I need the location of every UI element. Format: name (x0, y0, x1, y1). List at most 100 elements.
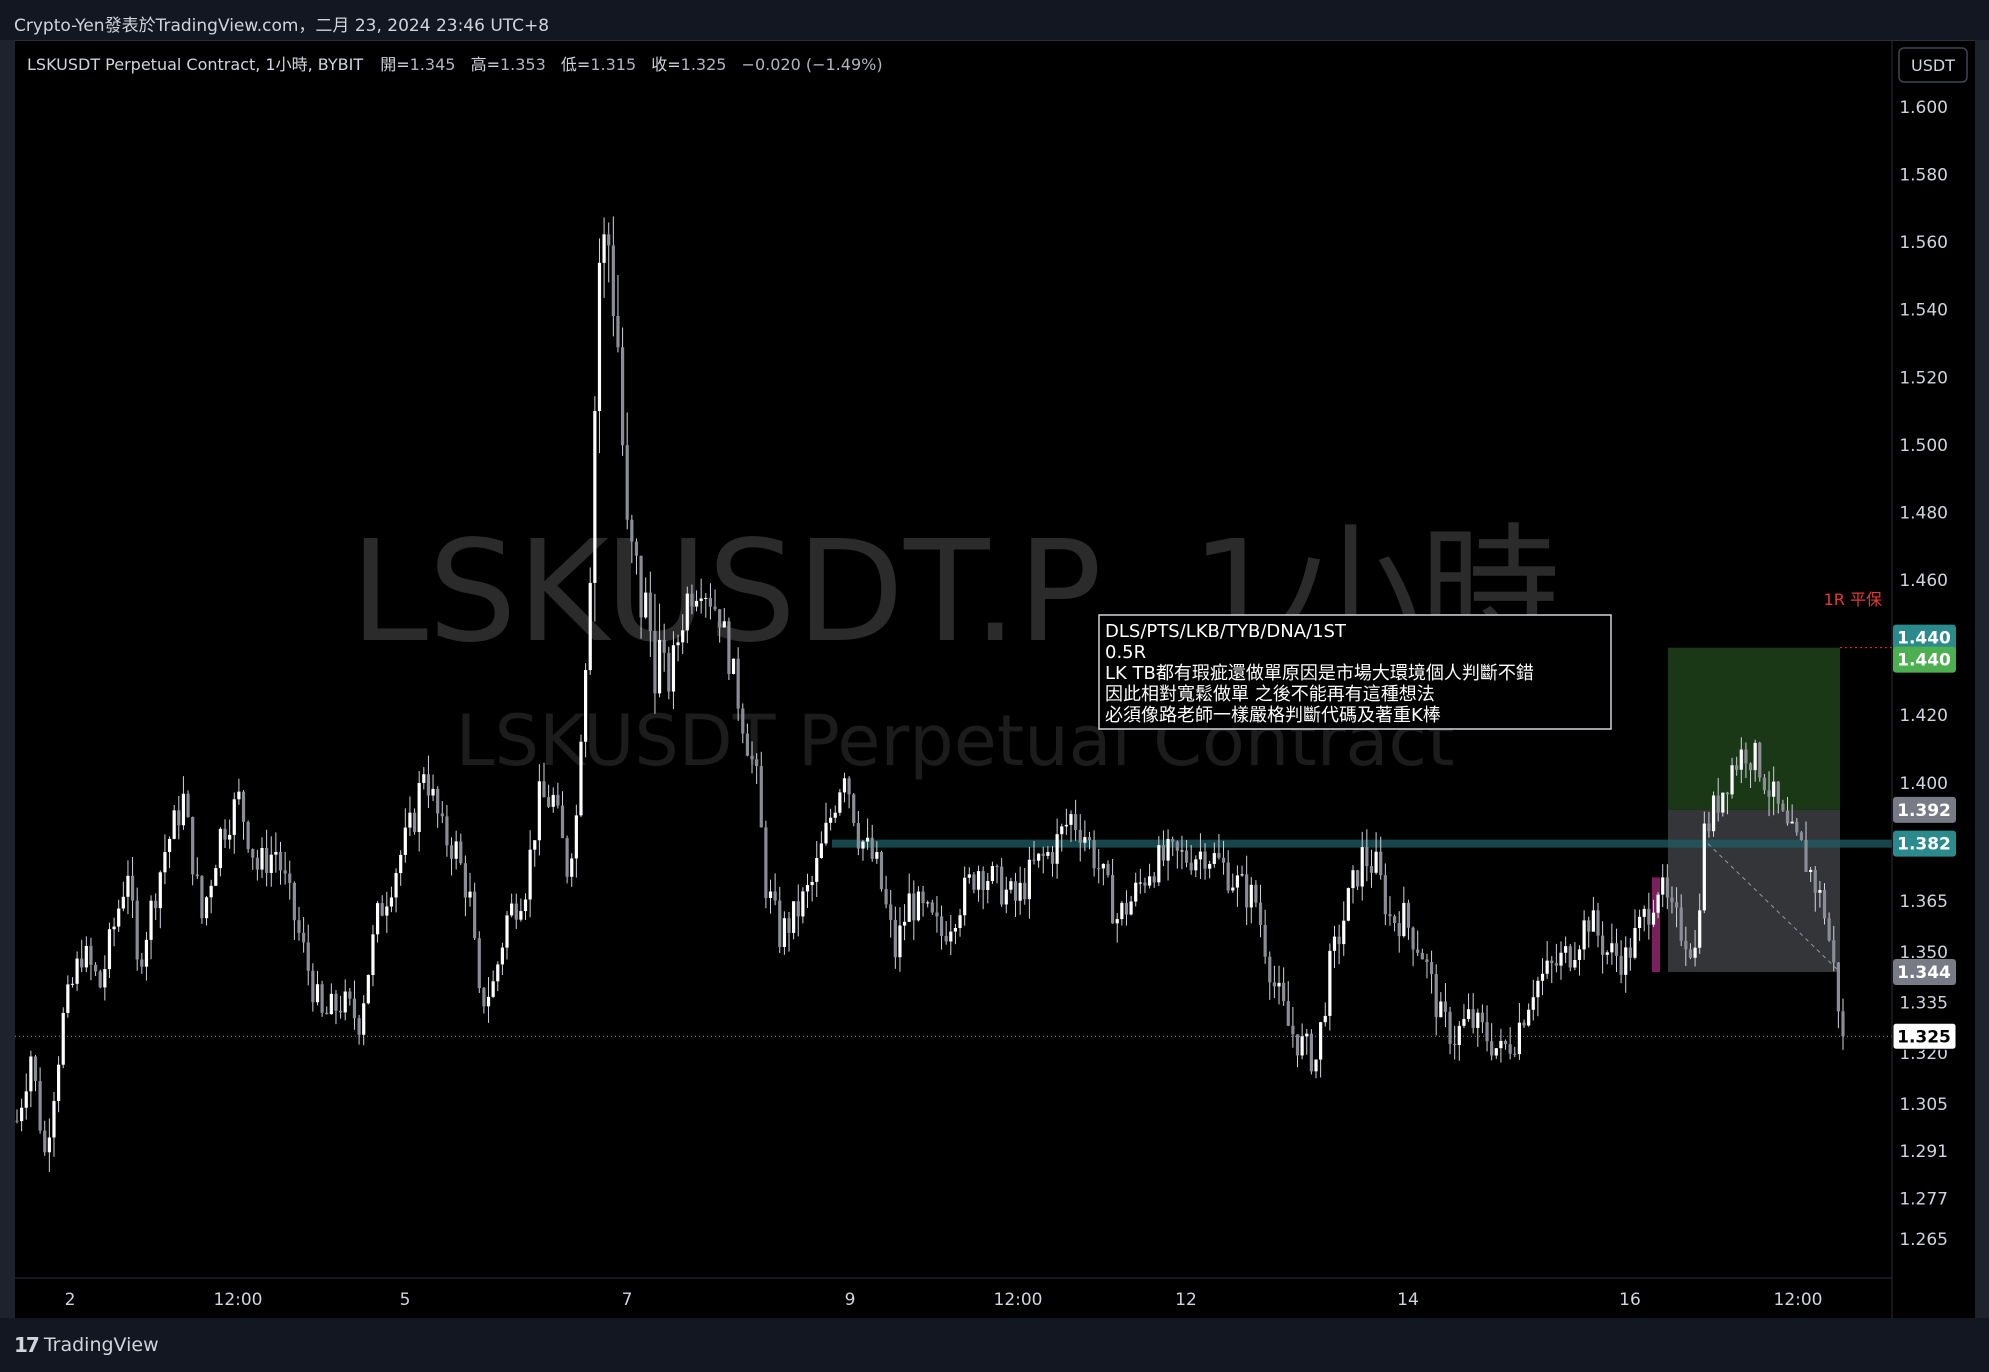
candle-body (889, 904, 893, 920)
candle (634, 538, 639, 575)
candle (1670, 886, 1674, 914)
candle-body (505, 915, 509, 948)
candle (1841, 998, 1845, 1050)
candle (565, 835, 569, 884)
candle-body (1503, 1040, 1508, 1045)
candle-body (611, 245, 615, 316)
candle (528, 830, 532, 918)
candle (181, 776, 186, 830)
candle (1221, 840, 1226, 875)
candle (556, 782, 560, 809)
time-tick: 5 (400, 1290, 411, 1310)
candle-body (519, 911, 523, 920)
currency-button[interactable]: USDT (1898, 47, 1968, 83)
candle (357, 1014, 361, 1045)
candle (422, 767, 426, 790)
text-note[interactable]: DLS/PTS/LKB/TYB/DNA/1ST 0.5R LK TB都有瑕疵還做… (1098, 614, 1612, 730)
candle (1744, 742, 1748, 778)
candle (1143, 877, 1147, 894)
candle (1369, 849, 1374, 888)
candle (829, 808, 833, 831)
candle-body (547, 797, 551, 807)
candle (1184, 839, 1189, 868)
candle-body (616, 315, 620, 348)
author-credit: Crypto-Yen發表於TradingView.com，二月 23, 2024… (14, 16, 550, 36)
candle (1517, 1003, 1522, 1060)
candle (1804, 821, 1808, 872)
candle (1175, 840, 1179, 869)
candle-body (1443, 1001, 1448, 1012)
candle-body (986, 881, 990, 890)
candle-body (1106, 863, 1110, 875)
candle (1785, 797, 1790, 826)
candle (47, 1118, 51, 1172)
candle (366, 974, 370, 1005)
candle-body (584, 670, 588, 742)
candle (1577, 945, 1582, 976)
candle-body (1175, 841, 1179, 851)
time-axis[interactable]: 2 12:00 5 7 9 12:00 12 14 16 12:00 (65, 1290, 1823, 1310)
candle (1258, 884, 1263, 938)
candle-body (510, 903, 514, 916)
candle (1013, 872, 1018, 917)
legend-symbol: LSKUSDT Perpetual Contract, 1小時, BYBIT (27, 55, 363, 74)
candle (362, 995, 366, 1046)
candle-body (981, 871, 985, 890)
candle-body (1328, 950, 1332, 1016)
candle (1346, 887, 1350, 922)
candle (861, 839, 865, 861)
time-tick: 12:00 (214, 1290, 263, 1310)
candle-body (177, 810, 181, 826)
candle-body (879, 852, 884, 890)
candle-body (412, 812, 417, 832)
candle-body (29, 1056, 33, 1092)
candle (755, 753, 759, 785)
candle (61, 1007, 65, 1069)
price-tick: 1.265 (1899, 1230, 1948, 1250)
candle-body (750, 755, 754, 760)
candle (1319, 1021, 1323, 1078)
candle-body (926, 902, 930, 904)
candle-body (1841, 1011, 1845, 1037)
candle-body (1466, 1009, 1471, 1020)
candle-body (1587, 920, 1591, 932)
candle-body (149, 900, 153, 940)
candle (1365, 829, 1369, 882)
candle (144, 931, 149, 981)
candle-body (1319, 1022, 1323, 1060)
candle-body (52, 1101, 56, 1138)
candle-body (1392, 916, 1397, 924)
candle-body (607, 234, 611, 246)
candle (311, 963, 315, 1012)
candle (1046, 846, 1050, 860)
candle (764, 820, 768, 909)
candle (1531, 979, 1535, 1021)
bottom-bar (0, 1318, 1989, 1372)
candle-body (1309, 1033, 1313, 1072)
time-tick: 7 (622, 1290, 633, 1310)
candle-body (528, 849, 532, 900)
candle-body (338, 1010, 343, 1013)
price-axis[interactable]: 1.600 1.580 1.560 1.540 1.520 1.500 1.480 1.460… (1899, 98, 1948, 1250)
candle-body (1083, 837, 1087, 843)
candle (177, 795, 181, 840)
candle-body (195, 874, 199, 877)
candle (204, 896, 209, 926)
candle-body (126, 875, 130, 897)
candle (1795, 818, 1799, 836)
candle (852, 792, 856, 827)
candle (1758, 741, 1762, 782)
candle-body (1097, 868, 1101, 870)
candle-body (653, 631, 657, 694)
candle-body (1827, 918, 1831, 941)
candle-body (75, 958, 79, 984)
candle (297, 906, 301, 941)
candle (597, 238, 602, 454)
candle-body (644, 592, 648, 618)
candle-body (1554, 963, 1558, 966)
candle (1009, 877, 1013, 894)
tradingview-logo[interactable]: 17 TradingView (14, 1333, 159, 1357)
candle (1309, 1029, 1313, 1075)
candle-body (1295, 1034, 1300, 1056)
